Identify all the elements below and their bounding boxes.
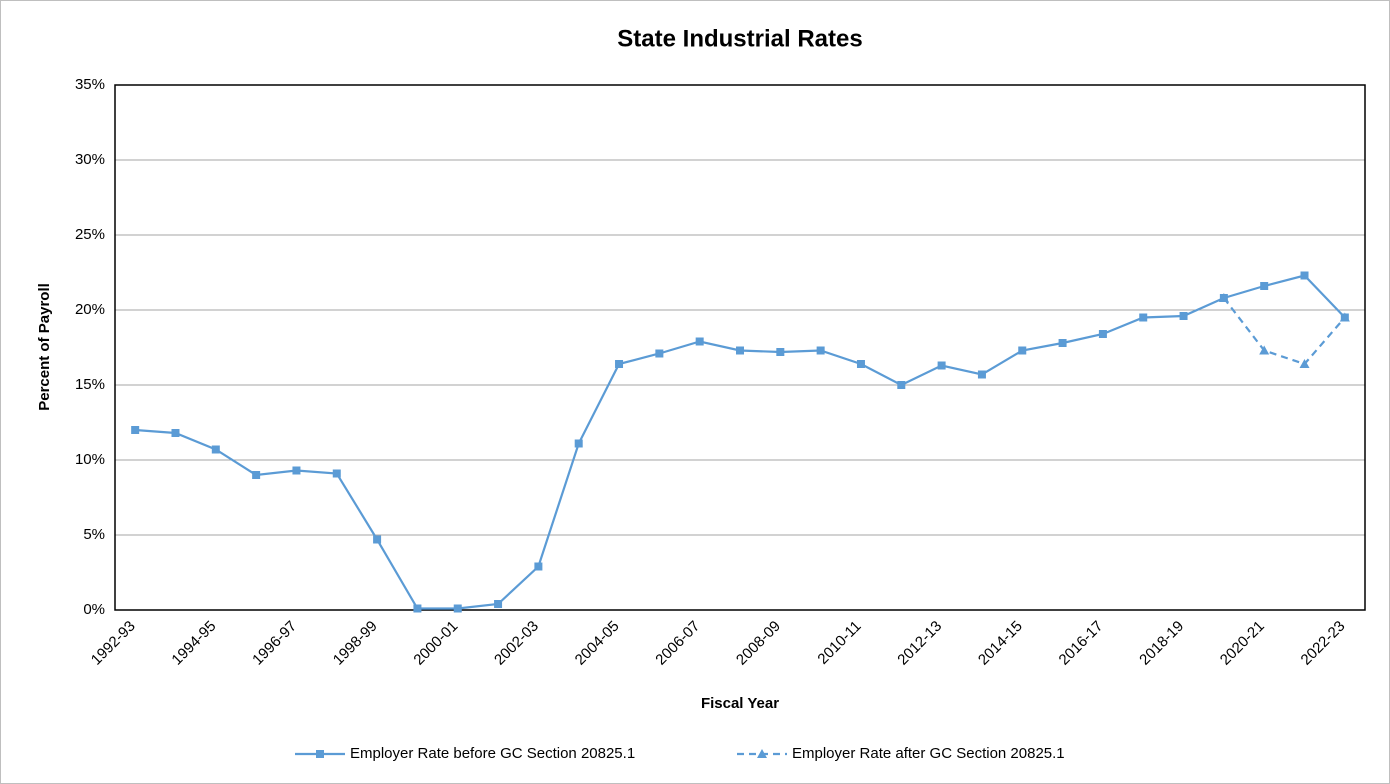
series-line [1222, 297, 1346, 366]
y-axis-label: Percent of Payroll [36, 283, 53, 411]
data-point [1299, 359, 1310, 368]
data-point [1098, 330, 1107, 338]
data-point [655, 349, 664, 358]
data-point [776, 348, 785, 356]
y-tick-label: 20% [75, 301, 105, 318]
data-point [171, 429, 180, 437]
data-point [453, 604, 462, 613]
data-point [977, 370, 986, 379]
data-point [252, 471, 261, 479]
data-point [534, 562, 543, 571]
data-point [1058, 339, 1067, 347]
data-point [494, 600, 503, 608]
data-point [1260, 282, 1269, 290]
data-point [332, 469, 341, 478]
legend-marker [316, 750, 324, 758]
data-point [131, 426, 140, 434]
data-point [897, 381, 906, 389]
data-point [574, 439, 583, 448]
y-tick-label: 5% [83, 526, 105, 543]
data-point [736, 346, 744, 355]
y-tick-label: 0% [83, 601, 105, 618]
data-point [937, 361, 946, 370]
data-point [1300, 271, 1309, 280]
x-axis-label: Fiscal Year [701, 695, 779, 712]
y-tick-label: 35% [75, 76, 105, 93]
chart-title: State Industrial Rates [617, 25, 862, 52]
data-point [1218, 293, 1229, 302]
y-tick-label: 15% [75, 376, 105, 393]
y-tick-label: 10% [75, 451, 105, 468]
data-point [695, 337, 704, 346]
data-point [1339, 312, 1350, 322]
data-point [292, 466, 301, 475]
data-point [816, 346, 825, 355]
data-point [1179, 312, 1188, 320]
legend-label: Employer Rate before GC Section 20825.1 [350, 745, 635, 762]
y-tick-label: 30% [75, 151, 105, 168]
y-tick-label: 25% [75, 226, 105, 243]
data-point [211, 445, 220, 454]
plot-border [114, 84, 1366, 611]
legend-marker [757, 749, 767, 758]
data-point [1139, 313, 1148, 322]
data-point [413, 604, 422, 613]
data-point [615, 360, 624, 368]
data-point [1259, 345, 1270, 355]
legend-label: Employer Rate after GC Section 20825.1 [792, 745, 1065, 762]
data-point [373, 535, 382, 544]
data-point [856, 360, 865, 368]
data-point [1018, 346, 1027, 355]
